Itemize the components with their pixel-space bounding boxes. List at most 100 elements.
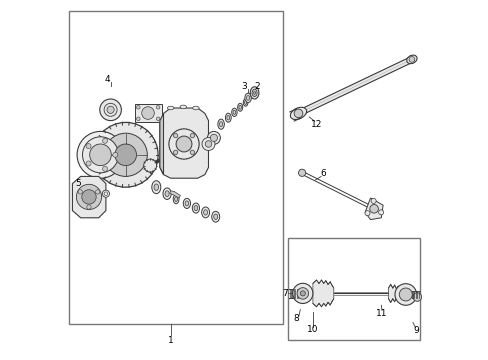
Circle shape	[100, 99, 121, 121]
Circle shape	[86, 161, 91, 166]
Text: 1: 1	[167, 336, 173, 345]
Ellipse shape	[244, 93, 251, 103]
Circle shape	[176, 136, 192, 152]
Circle shape	[399, 288, 411, 301]
Circle shape	[113, 152, 118, 157]
Circle shape	[408, 57, 414, 62]
Circle shape	[82, 137, 118, 173]
Circle shape	[168, 129, 199, 159]
Ellipse shape	[167, 106, 174, 110]
Circle shape	[369, 204, 378, 213]
Circle shape	[173, 150, 178, 154]
Circle shape	[107, 106, 114, 113]
Ellipse shape	[164, 191, 169, 197]
Ellipse shape	[192, 106, 199, 110]
Circle shape	[95, 190, 100, 194]
Ellipse shape	[174, 197, 177, 202]
Text: 4: 4	[104, 75, 110, 84]
Ellipse shape	[218, 119, 224, 129]
Circle shape	[364, 211, 369, 216]
Circle shape	[93, 122, 158, 187]
Ellipse shape	[219, 122, 222, 127]
Ellipse shape	[211, 211, 219, 222]
Text: 8: 8	[293, 314, 299, 323]
Ellipse shape	[180, 105, 186, 109]
Circle shape	[210, 134, 217, 141]
Circle shape	[136, 117, 140, 121]
Ellipse shape	[250, 87, 258, 99]
Ellipse shape	[290, 107, 306, 120]
Text: 5: 5	[75, 179, 81, 188]
Ellipse shape	[233, 110, 235, 114]
Circle shape	[292, 283, 312, 303]
Ellipse shape	[183, 198, 190, 208]
Polygon shape	[160, 113, 163, 175]
Ellipse shape	[151, 181, 161, 194]
Polygon shape	[387, 284, 399, 302]
Circle shape	[156, 117, 160, 121]
Circle shape	[296, 288, 308, 299]
Circle shape	[104, 133, 147, 176]
Circle shape	[78, 190, 82, 194]
Circle shape	[115, 144, 136, 166]
Ellipse shape	[244, 101, 246, 104]
Circle shape	[102, 166, 107, 171]
Ellipse shape	[225, 113, 231, 122]
Ellipse shape	[231, 108, 237, 117]
Text: 7: 7	[282, 289, 287, 298]
Circle shape	[300, 291, 305, 296]
Circle shape	[173, 134, 178, 138]
Ellipse shape	[213, 214, 217, 220]
Circle shape	[370, 198, 375, 203]
Circle shape	[378, 210, 383, 215]
Ellipse shape	[203, 210, 207, 215]
Ellipse shape	[226, 116, 229, 120]
Ellipse shape	[142, 107, 154, 120]
Polygon shape	[72, 176, 106, 218]
Polygon shape	[297, 57, 412, 116]
Ellipse shape	[251, 89, 257, 96]
Text: 6: 6	[320, 169, 326, 178]
Circle shape	[205, 141, 211, 147]
Circle shape	[394, 284, 416, 305]
Ellipse shape	[406, 55, 416, 64]
Text: 10: 10	[306, 325, 318, 334]
Circle shape	[143, 159, 156, 172]
Circle shape	[190, 150, 194, 154]
Circle shape	[87, 205, 91, 209]
Circle shape	[89, 144, 111, 166]
Circle shape	[207, 131, 220, 144]
Circle shape	[86, 144, 91, 149]
Bar	[134, 104, 162, 122]
Circle shape	[298, 169, 305, 176]
Ellipse shape	[201, 207, 209, 218]
Circle shape	[136, 105, 140, 109]
Ellipse shape	[163, 188, 171, 199]
Polygon shape	[312, 280, 333, 307]
Circle shape	[77, 131, 123, 178]
Polygon shape	[160, 108, 208, 178]
Circle shape	[102, 190, 109, 197]
Ellipse shape	[253, 91, 255, 94]
Text: 12: 12	[310, 120, 322, 129]
Polygon shape	[365, 198, 382, 220]
Ellipse shape	[154, 184, 158, 190]
Circle shape	[190, 134, 194, 138]
Ellipse shape	[185, 201, 188, 206]
Bar	[69, 11, 283, 324]
Bar	[287, 238, 419, 340]
Circle shape	[294, 109, 302, 118]
Ellipse shape	[237, 103, 242, 111]
Ellipse shape	[246, 96, 249, 100]
Ellipse shape	[239, 105, 241, 109]
Circle shape	[202, 138, 215, 150]
Ellipse shape	[192, 203, 199, 213]
Circle shape	[81, 190, 96, 204]
Ellipse shape	[173, 194, 179, 204]
Ellipse shape	[194, 206, 197, 211]
Circle shape	[102, 138, 107, 143]
Ellipse shape	[243, 99, 247, 106]
Circle shape	[76, 184, 102, 210]
Text: 2: 2	[254, 82, 260, 91]
Text: 9: 9	[413, 325, 419, 335]
